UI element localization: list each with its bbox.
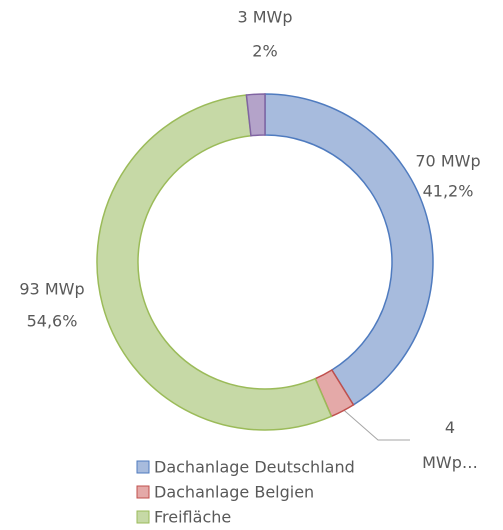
donut-segment xyxy=(96,94,333,431)
legend-label: Dachanlage Belgien xyxy=(154,483,314,502)
donut-segment xyxy=(264,93,434,406)
percent-label: 2% xyxy=(252,42,277,61)
percent-label: 41,2% xyxy=(423,182,474,201)
percent-label: 54,6% xyxy=(27,312,78,331)
legend-label: Freifläche xyxy=(154,508,231,527)
legend-swatch xyxy=(136,460,150,474)
value-label: 3 MWp xyxy=(237,8,292,27)
legend-label: Dachanlage Deutschland xyxy=(154,458,355,477)
legend-swatch xyxy=(136,510,150,524)
leader-line xyxy=(329,397,410,441)
donut-segment xyxy=(245,93,266,137)
value-label: 93 MWp xyxy=(19,280,84,299)
legend-swatch xyxy=(136,485,150,499)
value-label: 70 MWp xyxy=(415,152,480,171)
value-label: 4 MWp… xyxy=(422,418,478,472)
